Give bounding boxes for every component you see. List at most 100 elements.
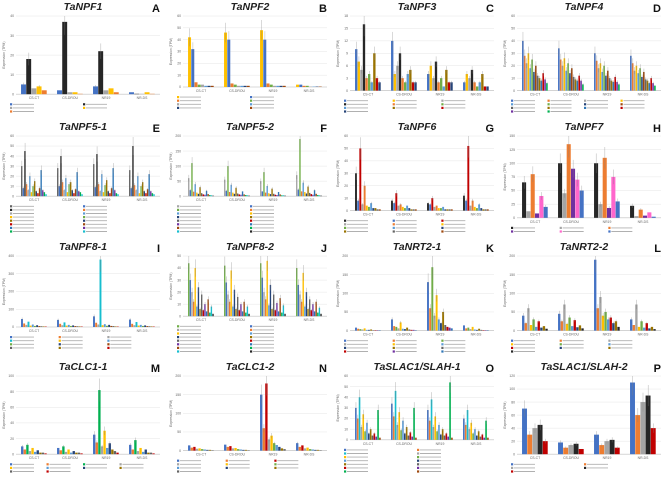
bar	[111, 449, 114, 455]
bar	[205, 311, 208, 317]
x-tick-label: CS-CT	[530, 456, 540, 460]
bar	[558, 442, 563, 455]
legend-swatch	[10, 216, 13, 219]
legend-swatch	[608, 343, 611, 346]
bar	[471, 200, 474, 211]
bar	[400, 430, 402, 440]
bar	[194, 184, 196, 197]
bar	[485, 420, 487, 440]
y-tick-label: 0	[12, 92, 14, 96]
bar	[246, 306, 249, 317]
legend-swatch	[547, 99, 550, 102]
x-tick-label: NR19	[102, 96, 111, 100]
bar	[35, 191, 37, 197]
bar	[320, 195, 322, 197]
bar	[21, 166, 23, 197]
legend-swatch	[344, 350, 347, 353]
bar	[546, 83, 548, 91]
bar	[110, 188, 113, 197]
bar	[399, 322, 402, 331]
bar	[643, 71, 645, 91]
bar	[274, 310, 276, 317]
bar	[299, 294, 301, 317]
bar	[264, 192, 267, 197]
legend-swatch	[344, 463, 347, 466]
bar	[237, 85, 240, 87]
bar	[398, 53, 402, 91]
legend-swatch	[547, 103, 550, 106]
bar	[614, 447, 620, 455]
bar	[361, 204, 364, 211]
bar	[650, 78, 653, 91]
bar	[479, 436, 482, 440]
bar	[112, 326, 115, 327]
bar	[401, 206, 404, 211]
bar	[237, 449, 240, 451]
bar	[212, 313, 214, 317]
bar	[581, 328, 584, 331]
legend-swatch	[250, 219, 253, 222]
legend-swatch	[107, 343, 110, 346]
bar	[95, 322, 98, 327]
bar	[148, 174, 150, 197]
bar	[273, 294, 275, 317]
y-tick-label: 20	[10, 174, 14, 178]
bar	[610, 80, 613, 91]
bar	[134, 440, 137, 455]
bar	[616, 81, 618, 91]
bar	[558, 163, 563, 218]
y-tick-label: 20	[511, 439, 515, 443]
y-tick-label: 40	[511, 39, 515, 43]
legend-swatch	[177, 226, 180, 229]
bar	[237, 296, 239, 317]
bar	[313, 311, 316, 317]
legend-swatch	[584, 466, 587, 469]
bar	[637, 73, 640, 91]
legend-swatch	[250, 336, 253, 339]
bar	[228, 191, 231, 197]
legend-swatch	[10, 343, 13, 346]
legend-swatch	[392, 226, 395, 229]
bar	[139, 447, 142, 455]
bar	[146, 189, 149, 197]
bar	[365, 205, 368, 211]
bar	[563, 304, 566, 331]
legend-swatch	[417, 463, 420, 466]
bar	[594, 163, 599, 218]
bar	[239, 449, 242, 451]
bar	[276, 85, 280, 87]
legend-swatch	[10, 223, 13, 226]
legend-swatch	[177, 463, 180, 466]
bar	[194, 268, 196, 317]
legend-swatch	[417, 470, 420, 473]
legend-swatch	[344, 230, 347, 233]
bar	[598, 204, 603, 218]
legend-swatch	[392, 99, 395, 102]
legend-swatch	[274, 466, 277, 469]
legend-swatch	[620, 99, 623, 102]
y-tick-label: 40	[10, 154, 14, 158]
legend-swatch	[392, 339, 395, 342]
bar	[594, 434, 599, 455]
bar	[440, 208, 442, 211]
chart-panel-f: TaNPF5-2 F 0 50 100 150 200 Expression (TPM) CS-…	[167, 120, 333, 239]
bar	[634, 216, 639, 218]
bar	[535, 65, 537, 91]
y-tick-label: 200	[342, 254, 348, 258]
legend-swatch	[250, 350, 253, 353]
bar	[73, 193, 75, 197]
bar	[25, 324, 28, 327]
bar	[608, 78, 611, 91]
y-tick-label: 40	[511, 426, 515, 430]
x-tick-label: NR-DS	[638, 456, 649, 460]
bar	[144, 449, 147, 455]
bar	[38, 326, 41, 327]
bar	[477, 431, 480, 440]
bar	[571, 326, 574, 331]
panel-title: TaSLAC1/SLAH-1	[373, 361, 461, 373]
bar	[224, 265, 226, 317]
bar	[309, 299, 311, 317]
bar	[270, 435, 273, 451]
bar	[315, 301, 317, 317]
bar	[413, 407, 415, 440]
